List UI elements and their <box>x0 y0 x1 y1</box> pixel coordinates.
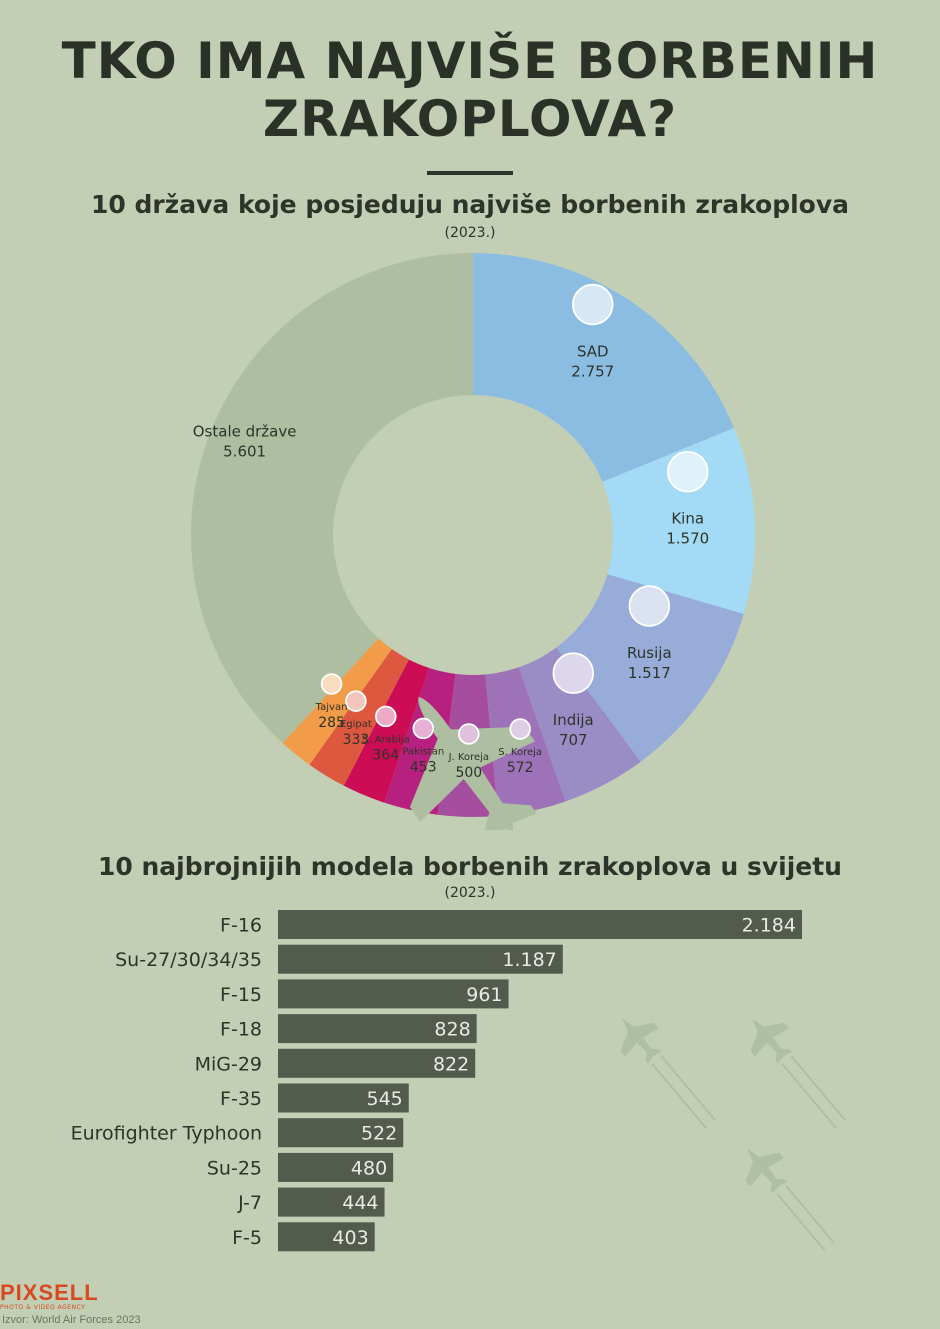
slice-rusija <box>556 574 744 762</box>
slice-value: 1.517 <box>628 664 671 682</box>
bar-value-label: 2.184 <box>742 915 796 937</box>
slice-label: Pakistan <box>402 746 444 757</box>
eg-flag-icon <box>345 690 367 712</box>
fighter-jet-icon <box>409 697 537 830</box>
bar-category-label: J-7 <box>237 1192 262 1214</box>
jet-decoration-icon <box>745 1148 835 1252</box>
bar-category-label: F-35 <box>220 1088 262 1110</box>
slice-tajvan <box>282 638 392 765</box>
jet-decoration-icon <box>620 1018 717 1129</box>
brand-name: PIXSELL <box>0 1280 99 1305</box>
pk-flag-icon <box>412 717 435 740</box>
ru-flag-icon <box>628 585 671 627</box>
bar-value-label: 480 <box>351 1157 387 1179</box>
bar-value-label: 961 <box>466 984 502 1006</box>
slice-label: S. Koreja <box>498 747 542 758</box>
slice-egipat <box>309 649 409 786</box>
slice-value: 2.757 <box>571 362 614 380</box>
slice-label: Rusija <box>627 644 672 662</box>
bar-su-27-30-34-35 <box>278 944 563 974</box>
title-line-1: TKO IMA NAJVIŠE BORBENIH <box>61 32 879 90</box>
bar-category-label: Su-27/30/34/35 <box>115 949 262 971</box>
bar-f-18 <box>278 1014 477 1044</box>
jet-decoration-icon <box>750 1018 847 1129</box>
slice-value: 364 <box>372 747 399 763</box>
donut-chart-title: 10 država koje posjeduju najviše borbeni… <box>90 190 850 219</box>
slice-value: 5.601 <box>223 442 266 460</box>
bar-value-label: 1.187 <box>502 949 556 971</box>
bar-f-16 <box>278 910 802 939</box>
slice-label: Tajvan <box>315 702 348 713</box>
source-note: Izvor: World Air Forces 2023 <box>2 1314 141 1326</box>
slice-indija <box>518 647 641 802</box>
brand-tagline: PHOTO & VIDEO AGENCY <box>0 1304 86 1311</box>
bar-category-label: F-18 <box>220 1019 262 1041</box>
bar-f-35 <box>278 1083 409 1113</box>
slice-kina <box>602 428 755 614</box>
slice-value: 453 <box>410 759 437 775</box>
bar-eurofighter-typhoon <box>278 1118 404 1148</box>
bar-category-label: Su-25 <box>207 1157 262 1179</box>
us-flag-icon <box>572 283 614 326</box>
bar-su-25 <box>278 1152 394 1182</box>
title-divider <box>427 171 513 175</box>
bar-mig-29 <box>278 1048 476 1078</box>
bar-category-label: F-16 <box>220 915 262 937</box>
donut-chart-year: (2023.) <box>444 225 496 241</box>
kr-flag-icon <box>458 723 480 745</box>
slice-label: Egipat <box>340 719 372 730</box>
bar-value-label: 828 <box>434 1019 470 1041</box>
slice-sad <box>473 253 734 482</box>
slice-value: 572 <box>507 760 534 776</box>
slice-value: 1.570 <box>666 530 709 548</box>
bar-value-label: 444 <box>342 1192 378 1214</box>
page-title: TKO IMA NAJVIŠE BORBENIH ZRAKOPLOVA? <box>0 32 940 148</box>
bar-value-label: 522 <box>361 1123 397 1145</box>
slice-value: 285 <box>318 715 345 731</box>
slice-label: Kina <box>671 510 704 528</box>
slice-value: 500 <box>455 765 482 781</box>
bar-category-label: MiG-29 <box>195 1053 262 1075</box>
slice-value: 707 <box>559 731 588 749</box>
bar-value-label: 545 <box>366 1088 402 1110</box>
donut-chart: SAD 2.757 Kina 1.570 Rusija 1.517 Indija 707 S. … <box>191 253 755 830</box>
slice-label: Indija <box>553 711 594 729</box>
slice-label: S. Arabija <box>362 734 410 745</box>
slice-value: 333 <box>343 732 370 748</box>
slice-ostale-dr-ave <box>191 253 473 744</box>
bar-j-7 <box>278 1187 385 1217</box>
brand-logo: PIXSELL PHOTO & VIDEO AGENCY <box>0 1280 99 1311</box>
bar-f-5 <box>278 1222 375 1252</box>
tw-flag-icon <box>320 673 343 695</box>
slice-label: J. Koreja <box>448 752 489 763</box>
cn-flag-icon <box>666 450 709 493</box>
in-flag-icon <box>552 652 595 694</box>
title-line-2: ZRAKOPLOVA? <box>262 90 678 148</box>
sa-flag-icon <box>375 705 397 728</box>
slice-label: SAD <box>577 342 609 360</box>
bar-category-label: F-15 <box>220 984 262 1006</box>
bar-chart: F-16 2.184 Su-27/30/34/35 1.187 F-15 961 F-18 8… <box>71 910 847 1252</box>
bar-f-15 <box>278 979 509 1009</box>
bar-category-label: Eurofighter Typhoon <box>71 1123 262 1145</box>
kp-flag-icon <box>509 718 531 740</box>
bar-value-label: 822 <box>433 1053 469 1075</box>
slice-s-arabija <box>343 659 429 803</box>
bar-chart-year: (2023.) <box>444 885 496 901</box>
bar-category-label: F-5 <box>232 1227 262 1249</box>
bar-chart-title: 10 najbrojnijih modela borbenih zrakoplo… <box>98 852 842 881</box>
bar-value-label: 403 <box>332 1227 368 1249</box>
slice-label: Ostale države <box>193 422 297 440</box>
